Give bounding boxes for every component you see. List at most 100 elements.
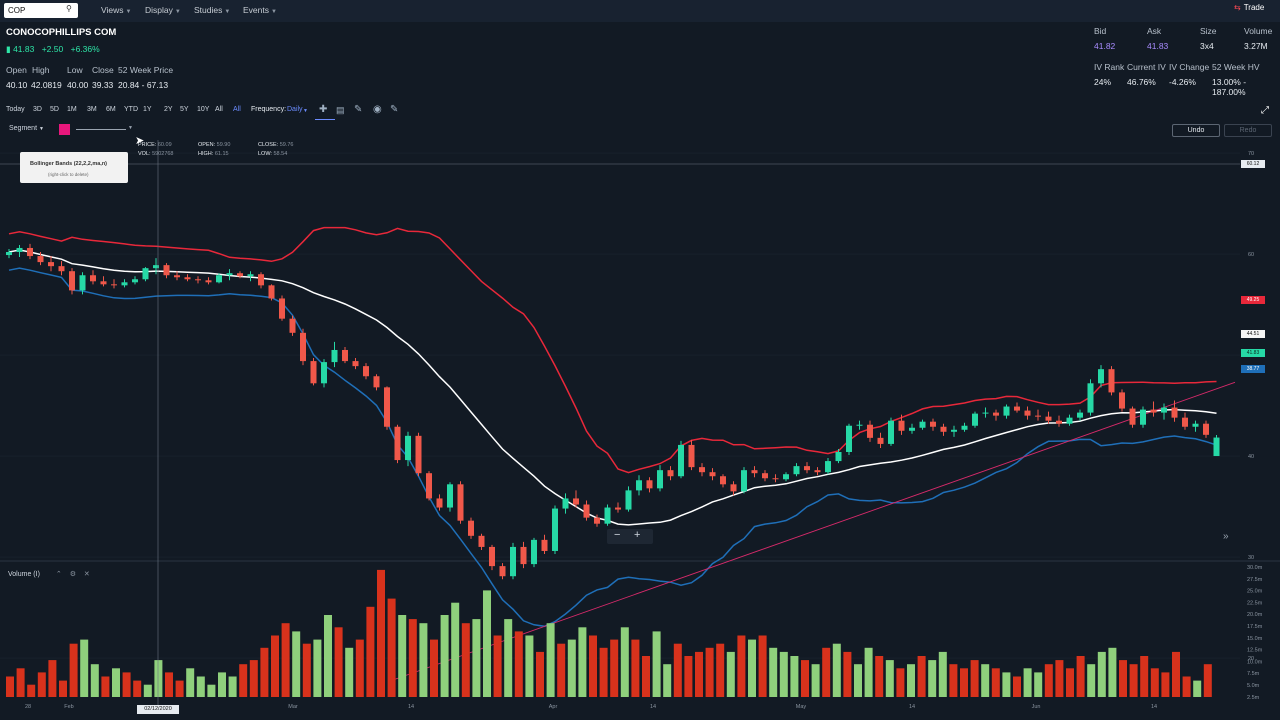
chevron-down-icon[interactable]: ▼: [303, 108, 308, 114]
candle-body: [247, 274, 254, 277]
candle-body: [699, 467, 705, 473]
volume-bar: [525, 635, 534, 697]
study-tooltip[interactable]: Bollinger Bands (22,2,2,ma,n) (right-cli…: [20, 152, 128, 183]
candle-body: [909, 427, 915, 431]
ask-value: 41.83: [1147, 41, 1169, 51]
chevron-down-icon[interactable]: ▼: [128, 125, 133, 131]
zoom-controls: − +: [607, 529, 653, 544]
tf-10y[interactable]: 10Y: [197, 106, 210, 113]
volume-bar: [1140, 656, 1149, 697]
volume-bars: [6, 569, 1212, 697]
fullscreen-icon[interactable]: ⤢: [1261, 105, 1269, 116]
volume-value: 3.27M: [1244, 41, 1268, 51]
candle-body: [562, 498, 569, 509]
candle-body: [6, 252, 12, 256]
volume-bar: [196, 676, 205, 697]
segment-select[interactable]: Segment ▼: [9, 125, 44, 132]
volume-bar: [1193, 680, 1202, 697]
volume-bar: [80, 639, 89, 697]
volume-bar: [864, 647, 873, 697]
volume-bar: [832, 643, 841, 697]
volume-bar: [1161, 672, 1170, 697]
hv-label: 52 Week HV: [1212, 62, 1260, 72]
candle-body: [205, 280, 212, 283]
candle-body: [478, 535, 485, 547]
tf-today[interactable]: Today: [6, 106, 25, 113]
volume-bar: [1108, 647, 1117, 697]
candle-body: [573, 498, 579, 505]
bollinger-middle-band: [8, 249, 1217, 526]
candle-body: [373, 376, 380, 388]
candle-body: [772, 478, 779, 480]
volume-bar: [726, 651, 735, 697]
candle-body: [678, 444, 684, 477]
symbol-search-input[interactable]: [4, 3, 78, 18]
candle-body: [762, 473, 768, 479]
candle-body: [415, 435, 422, 474]
menu-label: Studies: [194, 5, 223, 15]
chevron-down-icon: ▼: [174, 9, 181, 15]
menu-studies[interactable]: Studies ▼: [194, 5, 230, 15]
volume-bar: [271, 635, 279, 697]
tf-3d[interactable]: 3D: [33, 106, 42, 113]
tf-ytd[interactable]: YTD: [124, 106, 138, 113]
trade-button[interactable]: ⇆ Trade: [1234, 3, 1264, 12]
volume-bar: [599, 647, 608, 697]
company-name: CONOCOPHILLIPS COM: [6, 27, 117, 38]
volume-bar: [567, 639, 576, 697]
zoom-in-button[interactable]: +: [634, 529, 641, 541]
candle-body: [951, 429, 957, 432]
tf-all[interactable]: All: [215, 106, 223, 113]
candle-body: [394, 426, 401, 461]
scroll-right-icon[interactable]: »: [1223, 531, 1229, 542]
current-iv-value: 46.76%: [1127, 77, 1156, 87]
menu-views[interactable]: Views ▼: [101, 5, 131, 15]
candle-body: [142, 268, 149, 280]
menu-display[interactable]: Display ▼: [145, 5, 181, 15]
gear-icon[interactable]: ⚙: [69, 571, 76, 578]
undo-button[interactable]: Undo: [1172, 124, 1220, 137]
tf-5y[interactable]: 5Y: [180, 106, 189, 113]
volume-bar: [207, 684, 216, 697]
tf-3m[interactable]: 3M: [87, 106, 97, 113]
eraser-icon[interactable]: ✎: [390, 104, 399, 115]
candle-body: [1066, 417, 1073, 424]
candle-body: [426, 473, 432, 499]
tf-1m[interactable]: 1M: [67, 106, 77, 113]
color-swatch[interactable]: [59, 124, 70, 135]
volume-bar: [684, 656, 693, 697]
line-style-select[interactable]: [76, 129, 126, 130]
candle-body: [720, 476, 726, 485]
iv-change-value: -4.26%: [1169, 77, 1196, 87]
tf-1y[interactable]: 1Y: [143, 106, 152, 113]
settings-circle-icon[interactable]: ◉: [373, 104, 382, 115]
draw-pencil-icon[interactable]: ✎: [354, 104, 363, 115]
volume-bar: [716, 643, 725, 697]
chevron-down-icon: ▼: [38, 126, 44, 132]
redo-button[interactable]: Redo: [1224, 124, 1272, 137]
volume-bar: [292, 631, 301, 697]
tf-2y[interactable]: 2Y: [164, 106, 173, 113]
tf-active[interactable]: All: [233, 106, 241, 113]
volume-bar: [907, 664, 915, 697]
week52-price-value: 20.84 - 67.13: [118, 80, 169, 90]
tf-6m[interactable]: 6M: [106, 106, 116, 113]
measure-tool-icon[interactable]: ▤: [336, 105, 345, 115]
search-icon[interactable]: ⚲: [66, 4, 72, 13]
volume-bar: [345, 647, 354, 697]
zoom-out-button[interactable]: −: [614, 529, 621, 541]
candle-body: [279, 298, 285, 319]
candle-body: [447, 484, 453, 508]
close-icon[interactable]: ✕: [83, 571, 90, 578]
menu-events[interactable]: Events ▼: [243, 5, 277, 15]
crosshair-tool-icon[interactable]: ✚: [319, 104, 328, 115]
vol-label: VOL:: [138, 151, 151, 157]
move-up-icon[interactable]: ⌃: [55, 571, 62, 578]
candle-body: [1014, 406, 1020, 411]
volume-tick-label: 20.0m: [1247, 612, 1263, 618]
tf-5d[interactable]: 5D: [50, 106, 59, 113]
volume-bar: [1013, 676, 1021, 697]
frequency-select[interactable]: Daily: [287, 106, 303, 113]
candle-body: [27, 247, 33, 257]
